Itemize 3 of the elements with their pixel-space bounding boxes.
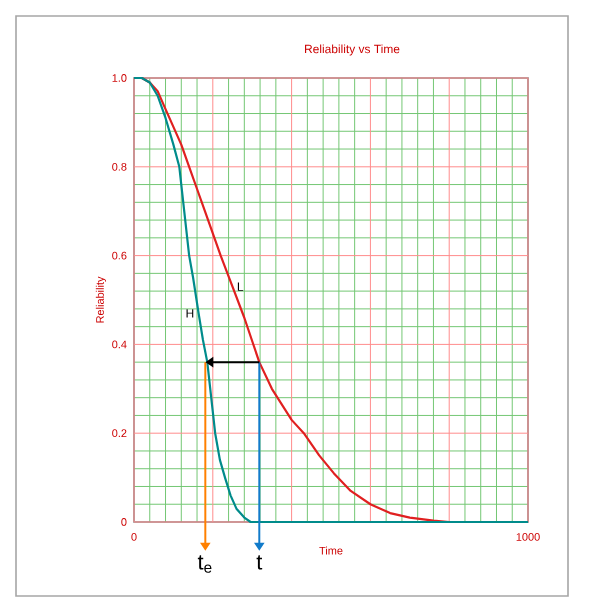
annotation: t xyxy=(256,555,263,570)
annotation: t$_{e}$ xyxy=(197,555,212,573)
line-series xyxy=(132,76,530,524)
